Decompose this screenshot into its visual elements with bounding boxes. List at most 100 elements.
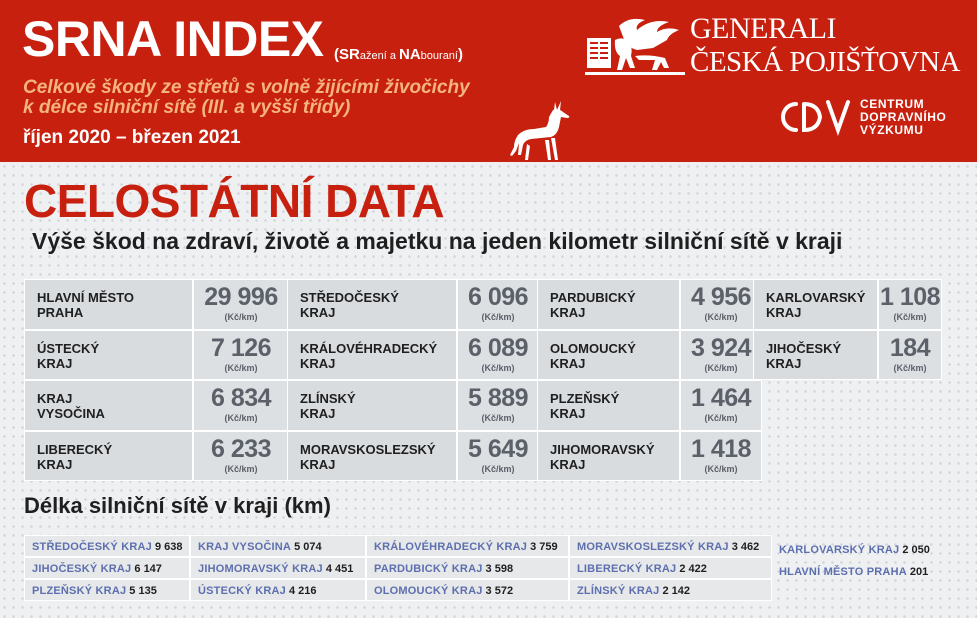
section-subheading: Výše škod na zdraví, životě a majetku na… [32,228,843,254]
length-cell: PLZEŇSKÝ KRAJ 5 135 [24,579,190,601]
cost-unit: (Kč/km) [481,463,515,474]
cost-value: 1 464 [690,384,752,412]
cost-cell: JIHOMORAVSKÝ KRAJ 1 418 (Kč/km) [537,430,762,481]
cost-unit: (Kč/km) [224,413,258,423]
cost-per-km-grid: HLAVNÍ MĚSTO PRAHA 29 996 (Kč/km) ÚSTECKÝ K… [24,279,944,481]
length-region-name: LIBERECKÝ KRAJ [577,563,677,575]
cost-region-name: LIBERECKÝ KRAJ [25,431,192,480]
generali-wordmark: GENERALI [690,12,836,45]
length-cell: JIHOČESKÝ KRAJ 6 147 [24,557,190,579]
cost-value: 4 956 [690,283,752,311]
cost-value-box: 4 956 (Kč/km) [679,280,761,329]
cost-region-name: MORAVSKOSLEZSKÝ KRAJ [288,431,456,480]
cost-cell: KRAJ VYSOČINA 6 834 (Kč/km) [24,380,289,431]
cost-value-box: 5 889 (Kč/km) [456,381,538,430]
cost-region-name: STŘEDOČESKÝ KRAJ [288,280,456,329]
cost-unit: (Kč/km) [893,362,927,373]
length-value: 2 422 [679,563,707,575]
length-region-name: MORAVSKOSLEZSKÝ KRAJ [577,541,729,553]
cost-cell: HLAVNÍ MĚSTO PRAHA 29 996 (Kč/km) [24,279,289,330]
cost-value-box: 184 (Kč/km) [877,330,941,379]
length-cell: HLAVNÍ MĚSTO PRAHA 201 [772,561,970,583]
length-value: 201 [909,566,929,578]
cost-region-name: PLZEŇSKÝ KRAJ [538,381,679,430]
cost-cell: KARLOVARSKÝ KRAJ 1 108 (Kč/km) [753,279,942,330]
cost-value-box: 1 464 (Kč/km) [679,381,761,430]
cost-value: 6 096 [467,283,529,311]
cost-value-box: 7 126 (Kč/km) [192,330,288,379]
cost-value-box: 5 649 (Kč/km) [456,431,538,480]
length-value: 6 147 [134,563,162,575]
length-value: 3 598 [485,563,514,575]
length-cell: STŘEDOČESKÝ KRAJ 9 638 [24,535,190,557]
cost-region-name: KRAJ VYSOČINA [25,381,192,430]
length-region-name: STŘEDOČESKÝ KRAJ [32,541,152,553]
cost-region-name: PARDUBICKÝ KRAJ [538,280,679,329]
length-region-name: JIHOMORAVSKÝ KRAJ [198,563,323,575]
length-cell: KRAJ VYSOČINA 5 074 [190,535,366,557]
cost-unit: (Kč/km) [704,463,738,474]
length-cell: KARLOVARSKÝ KRAJ 2 050 [772,539,970,561]
cost-unit: (Kč/km) [481,312,515,322]
deer-icon [510,101,570,160]
cost-unit: (Kč/km) [893,312,927,322]
length-cell: PARDUBICKÝ KRAJ 3 598 [366,557,569,579]
cost-cell: PLZEŇSKÝ KRAJ 1 464 (Kč/km) [537,380,762,431]
cost-region-name: HLAVNÍ MĚSTO PRAHA [25,280,192,329]
generali-subwordmark: ČESKÁ POJIŠŤOVNA [690,46,960,78]
cost-value-box: 29 996 (Kč/km) [192,280,288,329]
generali-lion-logo [585,18,685,75]
length-value: 5 074 [294,541,322,553]
section-heading: CELOSTÁTNÍ DATA [24,175,445,227]
length-cell: ÚSTECKÝ KRAJ 4 216 [190,579,366,601]
cost-region-name: ÚSTECKÝ KRAJ [25,330,192,379]
cost-value-box: 1 108 (Kč/km) [877,280,941,329]
cost-value: 6 834 [210,384,272,412]
cost-cell: OLOMOUCKÝ KRAJ 3 924 (Kč/km) [537,329,762,380]
cost-cell: PARDUBICKÝ KRAJ 4 956 (Kč/km) [537,279,762,330]
length-region-name: KRAJ VYSOČINA [198,541,292,553]
length-value: 3 572 [485,585,514,597]
cost-unit: (Kč/km) [481,362,515,373]
length-region-name: HLAVNÍ MĚSTO PRAHA [779,566,907,578]
header-banner: SRNA INDEX (SRažení a NAbouraní) Celkové… [0,0,977,162]
length-value: 2 050 [902,544,930,556]
length-region-name: ZLÍNSKÝ KRAJ [577,585,660,597]
length-value: 3 462 [731,541,760,553]
cost-value-box: 6 089 (Kč/km) [456,330,538,379]
length-cell: KRÁLOVÉHRADECKÝ KRAJ 3 759 [366,535,569,557]
cost-region-name: JIHOČESKÝ KRAJ [754,330,877,379]
cost-value-box: 6 834 (Kč/km) [192,381,288,430]
cost-value-box: 6 233 (Kč/km) [192,431,288,480]
cost-value-box: 6 096 (Kč/km) [456,280,538,329]
cost-value: 29 996 [204,283,278,311]
report-period: říjen 2020 – březen 2021 [23,127,241,148]
cost-unit: (Kč/km) [704,413,738,423]
page-subtitle: Celkové škody ze střetů s volně žijícími… [23,77,470,118]
length-cell: OLOMOUCKÝ KRAJ 3 572 [366,579,569,601]
title-note: (SRažení a NAbouraní) [334,46,463,63]
cost-value: 3 924 [690,333,752,362]
cost-unit: (Kč/km) [704,312,738,322]
cost-unit: (Kč/km) [481,413,515,423]
cost-cell: JIHOČESKÝ KRAJ 184 (Kč/km) [753,329,942,380]
length-heading: Délka silniční sítě v kraji (km) [24,493,331,518]
cost-cell: ZLÍNSKÝ KRAJ 5 889 (Kč/km) [287,380,539,431]
length-value: 5 135 [129,585,157,597]
cost-region-name: KRÁLOVÉHRADECKÝ KRAJ [288,330,456,379]
cost-region-name: JIHOMORAVSKÝ KRAJ [538,431,679,480]
length-value: 3 759 [530,541,558,553]
length-region-name: KRÁLOVÉHRADECKÝ KRAJ [374,541,528,553]
cost-cell: ÚSTECKÝ KRAJ 7 126 (Kč/km) [24,329,289,380]
cost-region-name: ZLÍNSKÝ KRAJ [288,381,456,430]
cost-value: 184 [889,333,931,362]
length-region-name: JIHOČESKÝ KRAJ [32,563,132,575]
cost-value: 6 233 [210,434,272,463]
cost-value: 1 418 [690,434,752,463]
cdv-wordmark: CENTRUM DOPRAVNÍHO VÝZKUMU [860,97,947,137]
cost-cell: STŘEDOČESKÝ KRAJ 6 096 (Kč/km) [287,279,539,330]
cost-unit: (Kč/km) [224,312,258,322]
length-region-name: KARLOVARSKÝ KRAJ [779,544,900,556]
cost-cell: MORAVSKOSLEZSKÝ KRAJ 5 649 (Kč/km) [287,430,539,481]
length-region-name: PARDUBICKÝ KRAJ [374,563,483,575]
